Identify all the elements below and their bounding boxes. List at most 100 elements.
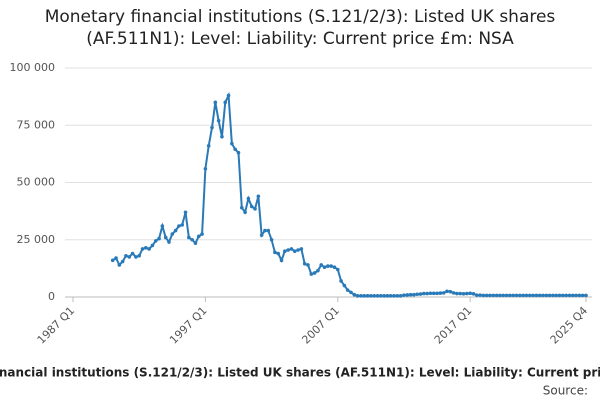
data-point (309, 272, 314, 276)
data-point (584, 293, 588, 298)
data-point (223, 100, 228, 105)
data-point (144, 245, 148, 250)
data-point (286, 248, 290, 252)
data-point (438, 291, 443, 295)
y-tick-label: 50 000 (17, 176, 56, 189)
data-point (362, 294, 367, 298)
data-point (441, 291, 446, 295)
data-point (134, 255, 138, 259)
data-point (243, 210, 247, 215)
y-tick-label: 75 000 (17, 118, 56, 131)
data-point (147, 247, 151, 251)
data-point (408, 292, 413, 297)
data-point (193, 241, 198, 245)
data-point (375, 294, 380, 298)
data-point (577, 293, 582, 298)
data-point (190, 237, 194, 242)
data-point (395, 294, 400, 298)
data-point (422, 291, 426, 296)
data-point (388, 294, 393, 298)
data-point (471, 291, 476, 296)
data-point (534, 293, 539, 298)
footer-title: Monetary financial institutions (S.121/2… (0, 366, 600, 380)
data-point (299, 247, 304, 251)
data-point (392, 294, 396, 298)
data-point (355, 294, 360, 298)
data-point (402, 293, 406, 297)
data-point (114, 256, 118, 260)
data-point (246, 196, 251, 201)
data-point (425, 291, 429, 296)
y-tick-label: 25 000 (17, 233, 56, 246)
data-point (203, 166, 208, 171)
data-point (339, 279, 343, 283)
data-point (256, 194, 261, 199)
data-point (249, 204, 254, 209)
data-point (239, 205, 244, 210)
data-point (412, 292, 416, 297)
data-point (177, 224, 181, 228)
data-point (117, 263, 122, 267)
data-point (481, 293, 486, 298)
data-point (220, 134, 224, 139)
data-point (379, 294, 383, 298)
data-point (200, 232, 204, 236)
data-point (455, 291, 459, 296)
data-point (289, 247, 294, 251)
data-point (574, 293, 578, 298)
data-point (448, 289, 453, 294)
data-point (524, 293, 529, 298)
data-point (468, 291, 472, 296)
data-point (312, 271, 317, 275)
data-point (319, 263, 324, 267)
data-point (342, 283, 347, 288)
x-tick-label: 2025 Q4 (548, 304, 591, 347)
data-point (150, 243, 155, 248)
data-point (352, 292, 357, 297)
data-point (196, 234, 201, 239)
data-point (465, 291, 469, 296)
data-point (365, 294, 370, 298)
data-point (564, 293, 568, 298)
data-point (170, 232, 175, 236)
data-point (183, 210, 188, 215)
data-point (206, 144, 211, 148)
data-point (226, 93, 231, 98)
data-point (531, 293, 535, 298)
data-point (385, 294, 390, 298)
data-point (521, 293, 525, 298)
data-point (296, 248, 300, 252)
data-point (302, 261, 307, 266)
data-point (326, 264, 330, 268)
source: Source: (543, 384, 588, 398)
data-point (508, 293, 512, 298)
x-tick-label: 2007 Q1 (299, 304, 342, 347)
y-tick-label: 100 000 (10, 61, 56, 74)
data-point (253, 207, 257, 211)
data-point (283, 249, 287, 253)
data-point (210, 125, 214, 130)
data-point (130, 251, 135, 256)
chart-title: Monetary financial institutions (S.121/2… (44, 7, 556, 49)
data-point (474, 293, 479, 297)
x-tick-label: 2017 Q1 (432, 304, 475, 347)
data-point (157, 236, 161, 241)
data-point (431, 291, 436, 296)
data-point (233, 147, 237, 152)
data-point (514, 293, 519, 298)
data-point (488, 293, 492, 298)
data-point (580, 293, 585, 298)
data-point (259, 233, 264, 237)
data-point (230, 141, 234, 146)
data-point (266, 228, 271, 233)
data-point (484, 293, 489, 298)
data-point (504, 293, 509, 298)
data-point (263, 228, 267, 233)
data-point (501, 293, 506, 298)
data-point (329, 264, 333, 268)
data-point (435, 291, 439, 296)
data-point (236, 150, 241, 155)
data-point (518, 293, 522, 298)
data-point (359, 294, 363, 298)
